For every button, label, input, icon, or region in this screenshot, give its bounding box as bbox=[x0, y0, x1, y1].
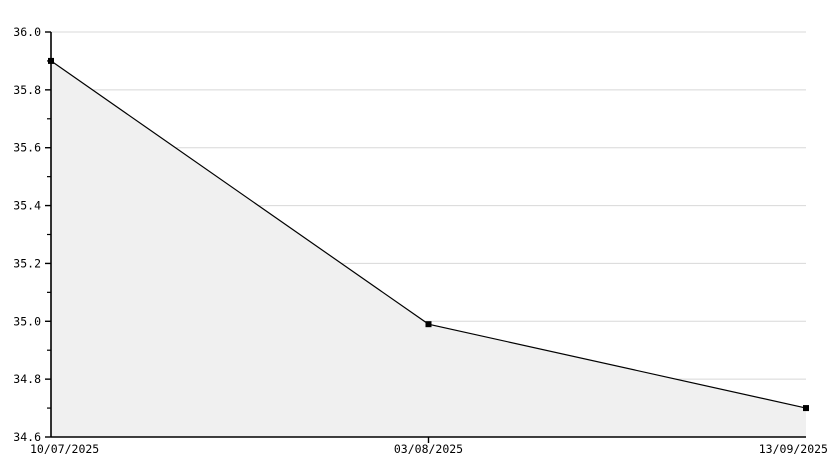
area-fill-group bbox=[51, 60, 806, 438]
data-point-2 bbox=[803, 405, 809, 412]
data-point-1 bbox=[425, 321, 432, 328]
y-axis-label-group: 34.6 34.8 35.0 35.2 35.4 35.6 35.8 36.0 bbox=[13, 25, 41, 444]
x-tick-label-1: 03/08/2025 bbox=[394, 442, 463, 456]
y-axis-tick-group bbox=[45, 31, 51, 438]
y-tick-label-35.4: 35.4 bbox=[13, 199, 41, 213]
y-tick-label-35.2: 35.2 bbox=[13, 256, 41, 270]
y-axis: 34.6 34.8 35.0 35.2 35.4 35.6 35.8 36.0 bbox=[13, 25, 52, 444]
x-axis-label-group: 10/07/2025 03/08/2025 13/09/2025 bbox=[30, 442, 828, 456]
y-tick-label-34.6: 34.6 bbox=[13, 430, 41, 444]
y-tick-label-35.8: 35.8 bbox=[13, 83, 41, 97]
y-tick-label-34.8: 34.8 bbox=[13, 372, 41, 386]
y-tick-label-35.6: 35.6 bbox=[13, 141, 41, 155]
x-tick-label-2: 13/09/2025 bbox=[759, 442, 828, 456]
y-tick-label-36.0: 36.0 bbox=[13, 25, 41, 39]
x-axis: 10/07/2025 03/08/2025 13/09/2025 bbox=[30, 436, 828, 456]
area-fill-path bbox=[51, 60, 806, 438]
x-tick-label-0: 10/07/2025 bbox=[30, 442, 99, 456]
y-tick-label-35.0: 35.0 bbox=[13, 314, 41, 328]
